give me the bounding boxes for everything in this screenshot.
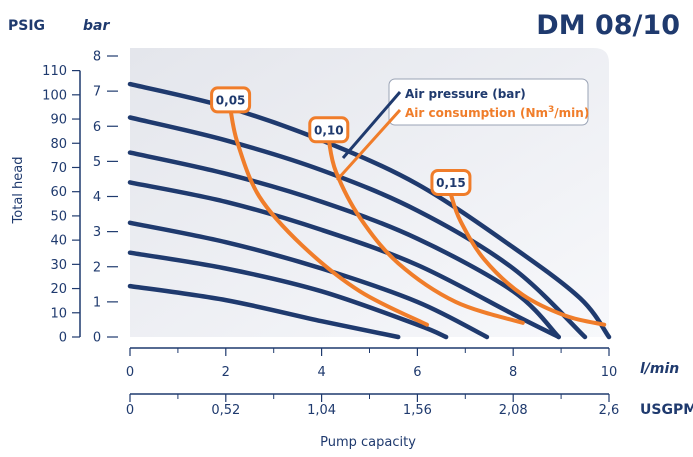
psig-tick-label: 50 <box>50 209 67 224</box>
usgpm-tick-label: 1,56 <box>403 403 432 418</box>
legend-pressure-leader <box>341 91 402 159</box>
x-tick-label: 0 <box>126 365 134 380</box>
air-pressure-curves <box>127 81 612 340</box>
usgpm-tick-label: 0 <box>126 403 134 418</box>
air-consumption-label: 0,15 <box>436 176 466 190</box>
y-axis-label: Total head <box>11 157 26 225</box>
legend: Air pressure (bar) Air consumption (Nm3/… <box>335 78 589 182</box>
bar-tick-label: 3 <box>93 225 101 240</box>
air-consumption-label-box <box>308 116 350 144</box>
legend-air-consumption: Air consumption (Nm3/min) <box>405 105 589 120</box>
air-consumption-label: 0,10 <box>314 123 344 137</box>
bar-axis: 0 1 2 3 4 5 6 7 8 <box>93 50 118 346</box>
legend-air-consumption-sup: 3 <box>548 105 554 115</box>
usgpm-tick-label: 0,52 <box>211 403 240 418</box>
air-consumption-curve-0,05 <box>228 108 429 327</box>
air-consumption-label: 0,05 <box>216 93 246 107</box>
y-unit-psig: PSIG <box>8 18 45 34</box>
legend-consumption-leader <box>335 108 402 182</box>
bar-tick-label: 5 <box>93 155 101 170</box>
legend-box <box>388 78 589 126</box>
air-consumption-curves: 0,05 0,10 0,15 <box>210 86 607 327</box>
x-axis: 0 2 4 6 8 10 0 0,52 1,04 1,56 2,08 2,6 <box>126 347 620 418</box>
psig-tick-label: 20 <box>50 282 67 297</box>
air-pressure-curve-4 <box>127 180 561 340</box>
psig-tick-label: 110 <box>42 64 67 79</box>
air-consumption-label-box <box>430 168 472 196</box>
air-pressure-curve-5 <box>127 220 490 340</box>
x-tick-label: 4 <box>317 365 325 380</box>
psig-tick-label: 10 <box>50 306 67 321</box>
x-tick-label: 6 <box>413 365 421 380</box>
psig-tick-label: 40 <box>50 234 67 249</box>
bar-tick-label: 7 <box>93 85 101 100</box>
x-tick-label: 10 <box>601 365 618 380</box>
psig-axis: 0 10 20 30 40 50 60 70 80 90 100 110 <box>42 64 81 346</box>
psig-tick-label: 90 <box>50 113 67 128</box>
x-unit-usgpm: USGPM <box>640 402 693 418</box>
x-axis-label: Pump capacity <box>320 435 416 450</box>
legend-air-consumption-suffix: /min) <box>554 106 589 120</box>
psig-tick-label: 100 <box>42 88 67 103</box>
psig-tick-label: 0 <box>59 331 67 346</box>
psig-tick-label: 70 <box>50 161 67 176</box>
bar-tick-label: 1 <box>93 295 101 310</box>
bar-tick-label: 2 <box>93 260 101 275</box>
air-pressure-curve-7 <box>127 283 401 340</box>
y-unit-bar: bar <box>83 18 110 34</box>
air-pressure-curve-6 <box>127 250 449 340</box>
air-consumption-label-box <box>210 86 252 114</box>
bar-tick-label: 0 <box>93 331 101 346</box>
x-tick-label: 2 <box>222 365 230 380</box>
usgpm-tick-label: 2,08 <box>499 403 528 418</box>
chart-title: DM 08/10 <box>536 10 680 41</box>
air-pressure-curve-2 <box>127 115 588 340</box>
psig-tick-label: 60 <box>50 185 67 200</box>
air-consumption-curve-0,15 <box>448 192 607 327</box>
air-consumption-curve-0,10 <box>326 138 525 325</box>
usgpm-tick-label: 2,6 <box>599 403 620 418</box>
psig-tick-label: 80 <box>50 137 67 152</box>
x-tick-label: 8 <box>509 365 517 380</box>
bar-tick-label: 8 <box>93 50 101 65</box>
usgpm-tick-label: 1,04 <box>307 403 336 418</box>
x-unit-lmin: l/min <box>640 361 679 377</box>
air-pressure-curve-3 <box>127 150 561 340</box>
legend-air-consumption-label: Air consumption (Nm <box>405 106 548 120</box>
bar-tick-label: 4 <box>93 190 101 205</box>
legend-air-pressure: Air pressure (bar) <box>405 87 526 101</box>
psig-tick-label: 30 <box>50 258 67 273</box>
bar-tick-label: 6 <box>93 120 101 135</box>
